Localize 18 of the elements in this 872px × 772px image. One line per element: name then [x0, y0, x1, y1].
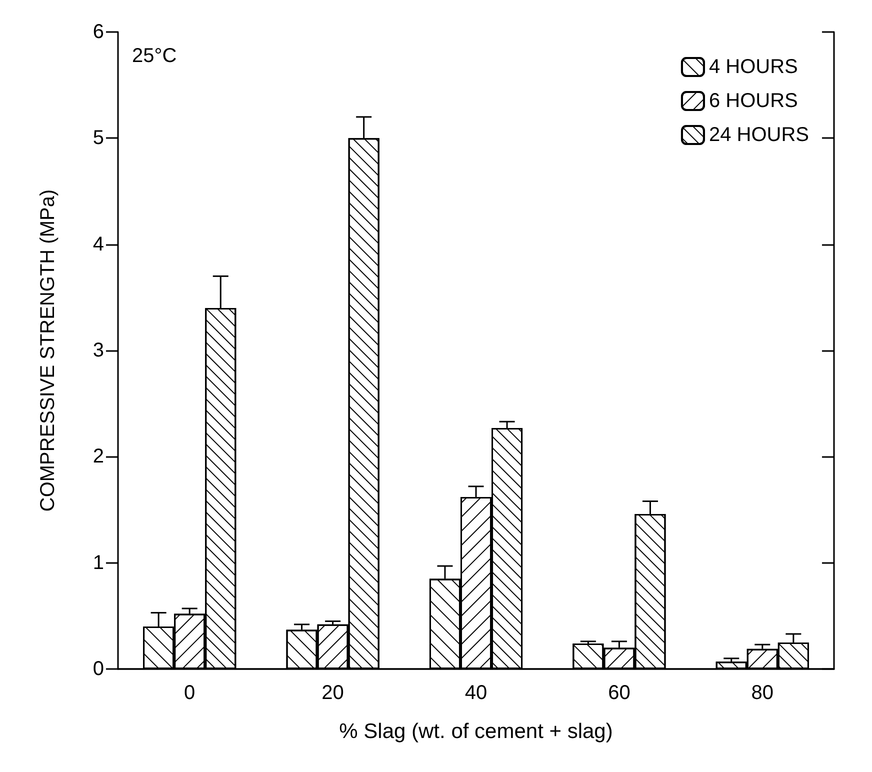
x-axis-title: % Slag (wt. of cement + slag) [339, 720, 613, 743]
legend-label: 6 HOURS [708, 90, 798, 112]
legend-label: 4 HOURS [708, 56, 798, 78]
y-tick-label: 0 [92, 658, 104, 680]
x-tick-label: 0 [184, 682, 196, 704]
y-tick-label: 6 [92, 21, 104, 43]
y-tick-label: 2 [92, 446, 104, 468]
x-tick-label: 20 [322, 682, 344, 704]
legend-label: 24 HOURS [708, 124, 809, 146]
y-tick-label: 3 [92, 340, 104, 362]
y-tick-label: 4 [92, 233, 104, 256]
annotation: 25°C [132, 45, 177, 67]
x-tick-label: 60 [608, 682, 630, 704]
x-tick-label: 80 [751, 682, 774, 704]
y-tick-label: 5 [92, 127, 104, 150]
y-axis-title: COMPRESSIVE STRENGTH (MPa) [37, 189, 59, 512]
y-tick-label: 1 [92, 552, 104, 574]
x-tick-label: 40 [464, 682, 488, 704]
